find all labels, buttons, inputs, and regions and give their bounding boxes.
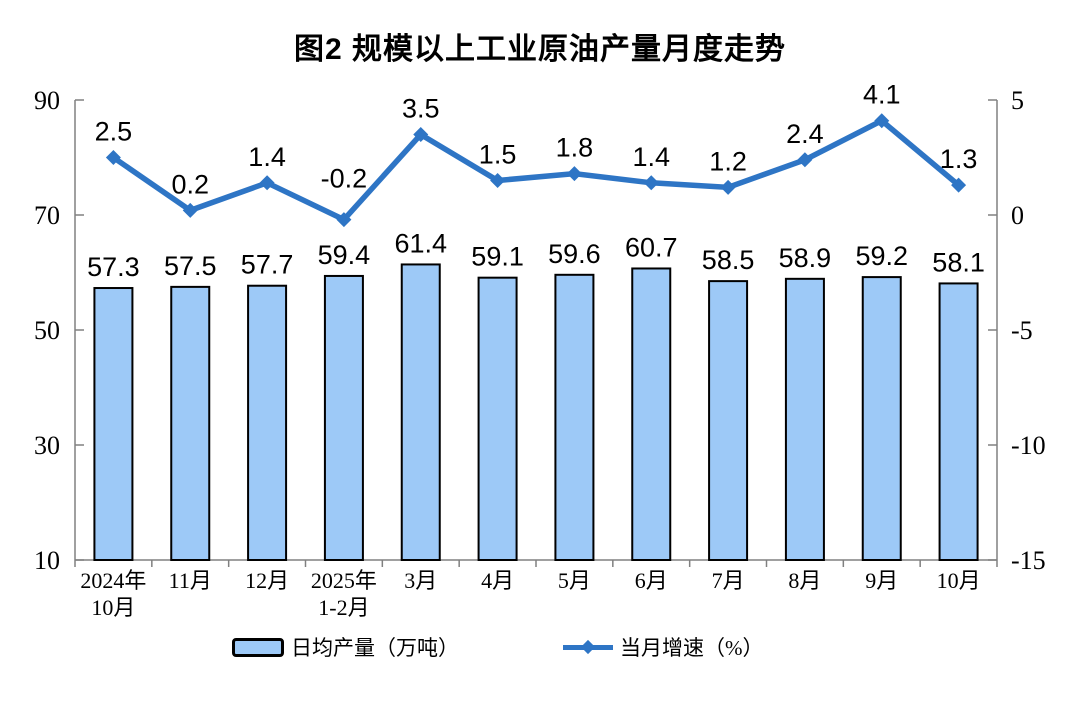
line-value-label: 0.2 bbox=[171, 169, 209, 199]
legend-diamond-marker-icon bbox=[580, 639, 596, 655]
legend-item-growth: 当月增速（%） bbox=[563, 630, 764, 664]
line-point-marker bbox=[413, 127, 429, 142]
bar bbox=[400, 263, 441, 561]
right-tick-label: 0 bbox=[1011, 201, 1024, 230]
legend-item-production: 日均产量（万吨） bbox=[232, 630, 459, 664]
legend-line-swatch-icon bbox=[563, 639, 613, 655]
line-point-marker bbox=[874, 113, 890, 129]
bar-value-label: 59.1 bbox=[471, 242, 524, 272]
bar bbox=[477, 276, 518, 561]
x-axis-label: 9月 bbox=[865, 568, 898, 593]
x-axis-label: 8月 bbox=[788, 568, 821, 593]
bar bbox=[170, 285, 211, 561]
growth-line bbox=[111, 117, 961, 223]
x-axis-label: 6月 bbox=[635, 568, 668, 593]
legend-bar-swatch-icon bbox=[232, 637, 284, 657]
line-value-label: 1.8 bbox=[556, 133, 594, 163]
line-value-label: 1.5 bbox=[479, 140, 517, 170]
line-point-marker bbox=[259, 175, 275, 191]
line-value-label: 4.1 bbox=[863, 80, 901, 110]
bar bbox=[631, 267, 672, 561]
bar bbox=[708, 280, 749, 561]
bar-value-label: 58.9 bbox=[779, 243, 832, 273]
line-value-label: 2.4 bbox=[786, 119, 824, 149]
bar-value-label: 59.4 bbox=[318, 240, 371, 270]
bar bbox=[247, 284, 288, 561]
bar-value-label: 57.5 bbox=[164, 251, 217, 281]
line-value-label: 2.5 bbox=[95, 117, 133, 147]
x-axis-label: 5月 bbox=[558, 568, 591, 593]
x-axis-label: 10月 bbox=[91, 595, 135, 620]
bar-value-label: 58.1 bbox=[932, 247, 985, 277]
bar-value-label: 61.4 bbox=[394, 228, 447, 258]
bar bbox=[861, 276, 902, 561]
x-axis-label: 2025年 bbox=[311, 568, 377, 593]
line-value-label: 1.2 bbox=[709, 146, 747, 176]
bar bbox=[323, 274, 364, 561]
x-axis-label: 11月 bbox=[169, 568, 212, 593]
x-axis-label: 2024年 bbox=[80, 568, 146, 593]
bar bbox=[93, 287, 134, 561]
line-point-marker bbox=[566, 166, 582, 182]
legend-production-label: 日均产量（万吨） bbox=[291, 636, 459, 660]
line-value-label: 1.3 bbox=[940, 144, 978, 174]
line-value-label: -0.2 bbox=[321, 164, 368, 194]
line-value-label: 1.4 bbox=[248, 142, 286, 172]
x-axis-label: 7月 bbox=[712, 568, 745, 593]
x-axis-label: 1-2月 bbox=[318, 595, 369, 620]
line-point-marker bbox=[797, 152, 813, 168]
x-axis-label: 10月 bbox=[937, 568, 981, 593]
bar-value-label: 59.6 bbox=[548, 239, 601, 269]
bar-value-label: 57.7 bbox=[241, 250, 294, 280]
right-tick-label: -15 bbox=[1011, 546, 1046, 575]
left-tick-label: 30 bbox=[34, 431, 60, 460]
bar bbox=[784, 277, 825, 561]
line-point-marker bbox=[720, 179, 736, 195]
legend: 日均产量（万吨） 当月增速（%） bbox=[0, 630, 1080, 664]
chart-title: 图2 规模以上工业原油产量月度走势 bbox=[293, 33, 787, 66]
line-point-marker bbox=[182, 202, 198, 218]
line-value-label: 1.4 bbox=[632, 142, 670, 172]
x-axis-label: 12月 bbox=[245, 568, 289, 593]
legend-growth-label: 当月增速（%） bbox=[620, 636, 764, 660]
line-value-label: 3.5 bbox=[402, 94, 440, 124]
right-tick-label: -10 bbox=[1011, 431, 1046, 460]
line-point-marker bbox=[951, 177, 967, 193]
left-tick-label: 90 bbox=[34, 86, 60, 115]
x-axis-label: 4月 bbox=[481, 568, 514, 593]
bar-value-label: 59.2 bbox=[855, 241, 908, 271]
line-point-marker bbox=[336, 212, 352, 228]
bar-value-label: 58.5 bbox=[702, 245, 755, 275]
bar bbox=[554, 273, 595, 561]
x-axis-label: 3月 bbox=[404, 568, 437, 593]
left-tick-label: 10 bbox=[34, 546, 60, 575]
line-point-marker bbox=[105, 150, 121, 165]
line-point-marker bbox=[643, 175, 659, 191]
left-tick-label: 70 bbox=[34, 201, 60, 230]
bar-value-label: 60.7 bbox=[625, 232, 678, 262]
bar bbox=[938, 282, 979, 561]
line-point-marker bbox=[490, 173, 506, 188]
bar-value-label: 57.3 bbox=[87, 252, 140, 282]
right-tick-label: -5 bbox=[1011, 316, 1033, 345]
right-tick-label: 5 bbox=[1011, 86, 1024, 115]
left-tick-label: 50 bbox=[34, 316, 60, 345]
